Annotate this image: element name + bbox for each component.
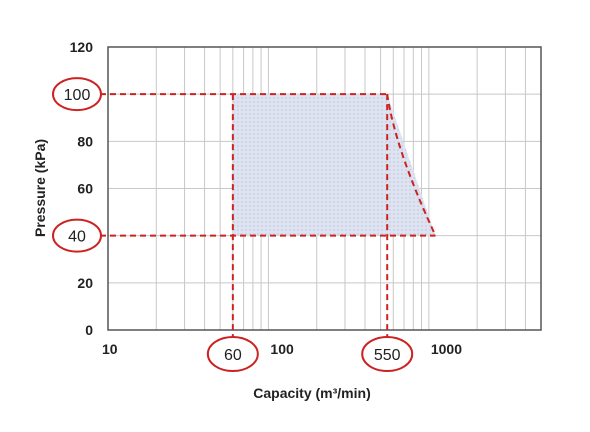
operating-region-area xyxy=(232,94,436,236)
y-axis-label: Pressure (kPa) xyxy=(32,139,48,237)
guide-lines xyxy=(100,93,437,338)
y-callout-label: 100 xyxy=(64,87,91,104)
y-tick-label: 80 xyxy=(77,133,93,149)
x-tick-labels: 10 100 1000 xyxy=(102,341,462,357)
y-callout-ellipse xyxy=(52,77,102,112)
x-callout-label: 550 xyxy=(374,347,401,364)
x-callout-ellipse xyxy=(206,336,259,372)
y-callout-label: 40 xyxy=(68,229,86,246)
operating-region xyxy=(232,94,436,236)
x-tick-label: 1000 xyxy=(431,341,462,357)
y-tick-label: 120 xyxy=(70,39,94,55)
x-tick-label: 10 xyxy=(102,341,118,357)
y-tick-label: 0 xyxy=(85,322,93,338)
y-tick-labels: 020406080100120 xyxy=(70,39,94,338)
x-callout-label: 60 xyxy=(224,347,242,364)
x-tick-label: 100 xyxy=(270,341,294,357)
plot-border xyxy=(107,46,542,331)
x-callout-ellipse xyxy=(361,336,414,372)
y-callout-ellipse xyxy=(52,218,102,253)
y-tick-label: 60 xyxy=(77,181,93,197)
guide-curve xyxy=(386,94,437,237)
y-tick-label: 20 xyxy=(77,275,93,291)
x-axis-label: Capacity (m³/min) xyxy=(253,385,370,401)
plot-frame xyxy=(107,46,542,331)
